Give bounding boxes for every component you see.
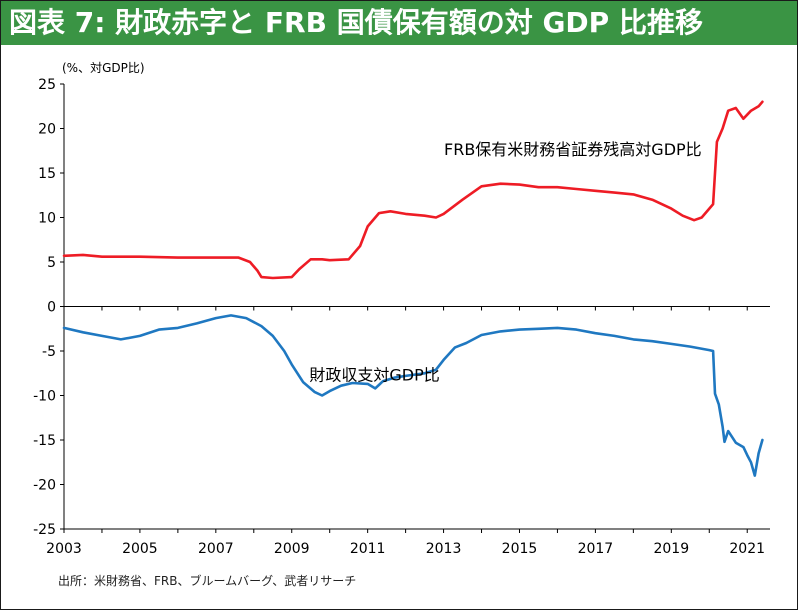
y-tick-label: 25	[38, 77, 56, 93]
frb-holdings-line	[62, 100, 764, 280]
y-tick-label: 20	[38, 122, 56, 138]
y-tick-label: 5	[47, 255, 56, 271]
y-tick-label: -25	[33, 522, 56, 538]
y-tick-label: 15	[38, 166, 56, 182]
x-tick-label: 2021	[729, 541, 765, 557]
frb-series-label: FRB保有米財務省証券残高対GDP比	[444, 140, 702, 159]
x-tick-label: 2019	[653, 541, 689, 557]
y-tick-label: 0	[47, 300, 56, 316]
x-tick-label: 2011	[350, 541, 386, 557]
fiscal-balance-line	[62, 314, 764, 477]
x-tick-label: 2013	[426, 541, 462, 557]
y-tick-label: -15	[33, 433, 56, 449]
x-tick-label: 2005	[122, 541, 158, 557]
source-note: 出所：米財務省、FRB、ブルームバーグ、武者リサーチ	[58, 574, 357, 588]
x-tick-label: 2015	[502, 541, 538, 557]
figure-title: 図表 7: 財政赤字と FRB 国債保有額の対 GDP 比推移	[1, 1, 797, 45]
fiscal-series-label: 財政収支対GDP比	[309, 365, 439, 384]
x-tick-label: 2003	[46, 541, 82, 557]
y-axis-label: (%、対GDP比)	[62, 61, 145, 75]
x-tick-label: 2009	[274, 541, 310, 557]
x-tick-label: 2017	[578, 541, 614, 557]
x-tick-label: 2007	[198, 541, 234, 557]
y-tick-label: -20	[33, 478, 56, 494]
y-tick-label: -10	[33, 389, 56, 405]
y-tick-label: -5	[42, 344, 56, 360]
y-tick-label: 10	[38, 211, 56, 227]
chart-series	[62, 100, 764, 477]
